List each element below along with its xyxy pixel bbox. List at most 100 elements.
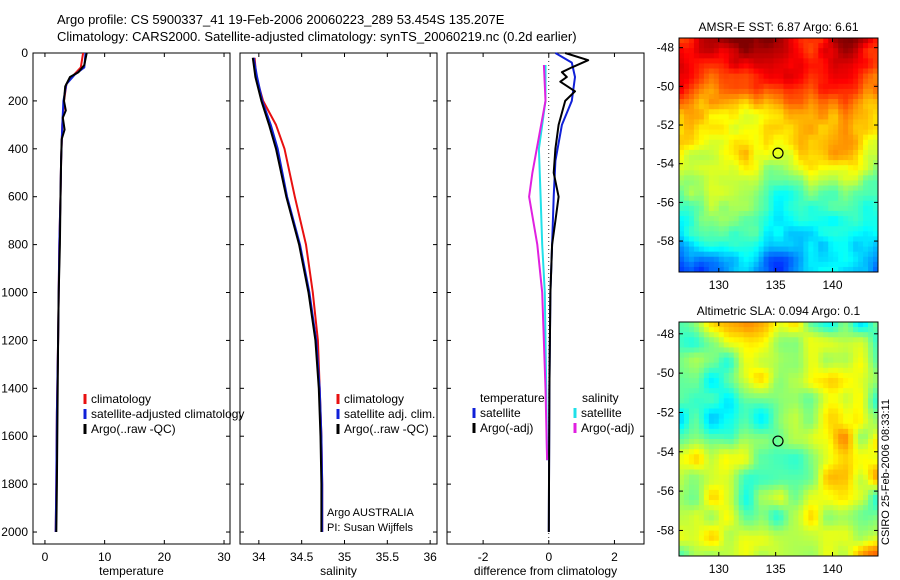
map-cell (718, 449, 725, 455)
map-cell (683, 256, 690, 263)
map-cell (693, 332, 700, 338)
map-cell (808, 109, 814, 115)
map-cell (833, 251, 839, 258)
map-cell (828, 256, 834, 263)
map-cell (723, 484, 730, 491)
map-cell (688, 388, 695, 394)
map-cell (843, 48, 849, 54)
map-cell (693, 251, 700, 258)
map-cell (718, 454, 725, 460)
map-cell (698, 68, 705, 75)
map-cell (723, 474, 730, 481)
map-cell (728, 439, 735, 445)
map-cell (703, 479, 710, 486)
map-cell (763, 134, 769, 141)
map-cell (683, 449, 690, 455)
map-cell (748, 68, 755, 75)
map-cell (768, 129, 774, 136)
map-cell (738, 134, 745, 141)
map-cell (768, 550, 774, 557)
map-cell (788, 494, 794, 501)
map-cell (793, 63, 799, 69)
map-cell (853, 155, 859, 161)
map-cell (688, 398, 695, 404)
map-cell (679, 515, 685, 521)
map-cell (803, 525, 809, 531)
map-cell (708, 525, 715, 531)
map-cell (763, 474, 769, 481)
map-cell (743, 393, 750, 399)
map-cell (683, 58, 690, 64)
map-cell (793, 520, 799, 526)
map-cell (823, 322, 829, 328)
map-cell (873, 93, 879, 100)
map-cell (813, 134, 819, 141)
map-cell (813, 216, 819, 222)
map-cell (828, 114, 834, 120)
map-cell (748, 489, 755, 496)
map-cell (808, 367, 814, 374)
map-cell (843, 494, 849, 501)
map-cell (768, 170, 774, 176)
map-cell (679, 474, 685, 481)
map-cell (793, 124, 799, 130)
map-cell (688, 83, 695, 90)
map-cell (848, 104, 854, 110)
map-cell (798, 337, 804, 343)
map-cell (679, 433, 685, 440)
map-cell (848, 423, 854, 430)
map-cell (718, 444, 725, 450)
map-cell (758, 530, 764, 537)
map-cell (693, 73, 700, 80)
map-cell (863, 139, 869, 146)
map-cell (738, 322, 745, 328)
map-cell (793, 99, 799, 105)
map-cell (873, 322, 879, 328)
map-cell (833, 99, 839, 105)
map-cell (868, 535, 874, 542)
map-cell (718, 433, 725, 440)
map-cell (818, 403, 824, 409)
map-cell (693, 342, 700, 348)
map-cell (838, 388, 844, 394)
map-cell (843, 68, 849, 75)
map-cell (848, 347, 854, 353)
map-cell (808, 200, 814, 207)
map-cell (873, 433, 879, 440)
map-cell (743, 53, 750, 59)
map-cell (778, 38, 784, 44)
map-cell (679, 540, 685, 547)
map-cell (873, 383, 879, 389)
map-cell (803, 332, 809, 338)
map-cell (743, 139, 750, 146)
map-cell (798, 484, 804, 491)
map-cell (833, 48, 839, 54)
map-cell (818, 413, 824, 420)
map-cell (873, 413, 879, 420)
map-cell (873, 200, 879, 207)
map-cell (758, 155, 764, 161)
map-cell (778, 114, 784, 120)
map-cell (823, 439, 829, 445)
map-cell (713, 357, 720, 364)
map-cell (853, 474, 859, 481)
map-cell (828, 388, 834, 394)
map-cell (793, 134, 799, 141)
map-cell (828, 165, 834, 171)
map-cell (758, 479, 764, 486)
map-cell (708, 515, 715, 521)
map-cell (848, 332, 854, 338)
map-cell (693, 231, 700, 237)
map-cell (818, 367, 824, 374)
map-cell (803, 479, 809, 486)
map-cell (833, 510, 839, 516)
map-cell (778, 484, 784, 491)
map-cell (758, 99, 764, 105)
map-cell (853, 408, 859, 414)
map-cell (833, 139, 839, 146)
map-cell (683, 48, 690, 54)
map-cell (853, 114, 859, 120)
map-cell (758, 119, 764, 125)
map-cell (679, 73, 685, 80)
map-cell (863, 444, 869, 450)
